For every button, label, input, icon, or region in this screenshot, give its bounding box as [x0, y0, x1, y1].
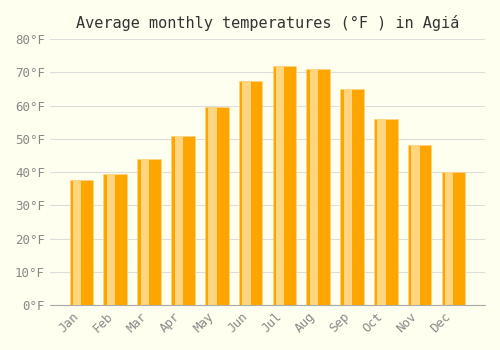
Bar	[242, 80, 250, 305]
Bar	[107, 174, 116, 305]
Bar	[412, 146, 420, 305]
Bar	[171, 135, 194, 305]
Bar	[104, 174, 127, 305]
Bar	[174, 135, 183, 305]
Bar	[445, 172, 454, 305]
Bar	[208, 107, 216, 305]
Bar	[442, 172, 465, 305]
Bar	[138, 159, 161, 305]
Bar	[340, 89, 364, 305]
Bar	[70, 180, 94, 305]
Bar	[408, 146, 432, 305]
Bar	[272, 66, 296, 305]
Bar	[344, 89, 352, 305]
Bar	[73, 180, 82, 305]
Bar	[238, 80, 262, 305]
Bar	[378, 119, 386, 305]
Bar	[205, 107, 229, 305]
Title: Average monthly temperatures (°F ) in Agiá: Average monthly temperatures (°F ) in Ag…	[76, 15, 459, 31]
Bar	[276, 66, 284, 305]
Bar	[374, 119, 398, 305]
Bar	[141, 159, 149, 305]
Bar	[306, 69, 330, 305]
Bar	[310, 69, 318, 305]
